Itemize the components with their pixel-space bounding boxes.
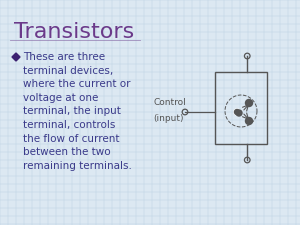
Text: These are three
terminal devices,
where the current or
voltage at one
terminal, : These are three terminal devices, where … <box>23 52 132 171</box>
Circle shape <box>234 109 240 115</box>
Text: (input): (input) <box>153 114 184 123</box>
Bar <box>215 72 267 144</box>
Text: Transistors: Transistors <box>14 22 134 42</box>
Polygon shape <box>12 53 20 61</box>
Circle shape <box>245 117 253 124</box>
Circle shape <box>236 110 242 116</box>
Circle shape <box>235 110 239 115</box>
Text: Control: Control <box>153 98 186 107</box>
Circle shape <box>245 99 253 106</box>
